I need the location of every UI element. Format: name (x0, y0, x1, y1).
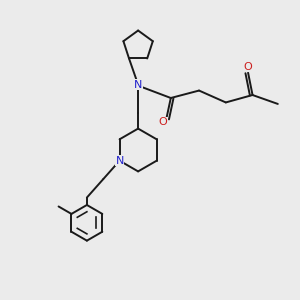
Text: O: O (244, 62, 253, 72)
Text: O: O (158, 117, 167, 128)
Text: N: N (116, 156, 124, 166)
Text: N: N (134, 80, 142, 90)
